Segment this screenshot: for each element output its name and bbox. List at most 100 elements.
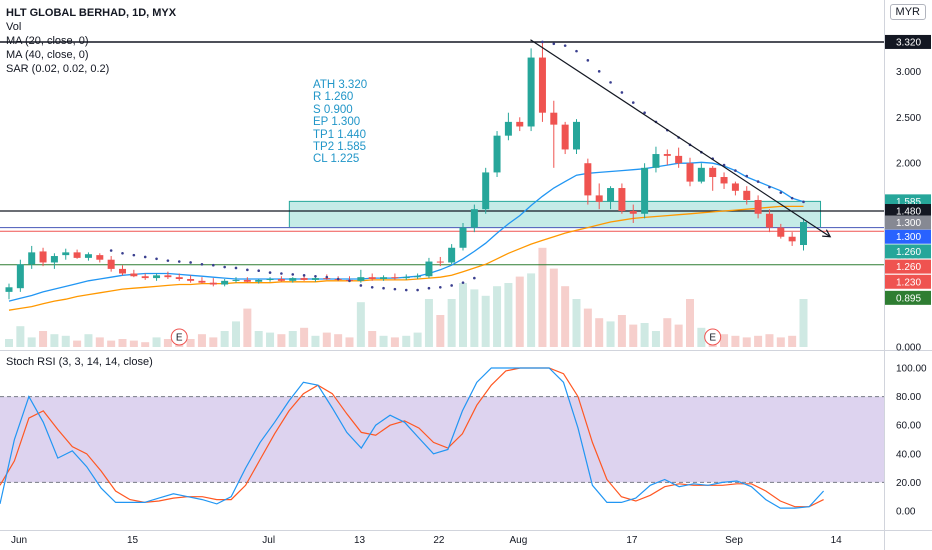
sar-dot [450,284,453,287]
candle-body [175,277,183,280]
ma40-indicator-label[interactable]: MA (40, close, 0) [6,49,89,61]
price-tag [885,215,931,230]
volume-bar [152,337,161,347]
downtrend-line [530,39,831,238]
rsi-tick-label: 100.00 [896,364,927,375]
volume-bar [277,334,286,347]
volume-bar [595,318,604,347]
sar-dot [756,180,760,183]
stoch-rsi-title[interactable]: Stoch RSI (3, 3, 14, 14, close) [6,356,153,368]
volume-bar [129,340,138,347]
sar-dot [609,81,612,84]
volume-bar [436,315,445,347]
volume-bar [61,335,70,347]
candle-body [777,227,785,237]
price-tick-label: 2.500 [896,113,921,124]
candle-body [266,279,274,281]
volume-bar [447,299,456,347]
volume-bar [390,337,399,347]
ma20-indicator-label[interactable]: MA (20, close, 0) [6,35,89,47]
rsi-tick-label: 20.00 [896,478,921,489]
currency-badge[interactable]: MYR [889,4,926,20]
sar-dot [597,70,601,73]
sar-dot [132,253,136,257]
candle-body [641,167,649,214]
volume-bar [788,335,797,347]
volume-bar [209,337,218,347]
sar-dot [427,286,431,290]
price-tag [885,34,931,49]
sar-dot [393,287,397,291]
sar-dot [212,263,215,267]
sar-dot [223,265,226,269]
vol-indicator-label[interactable]: Vol [6,21,22,33]
sar-dot [109,249,113,252]
candle-body [516,121,524,127]
candle-body [141,276,149,279]
candle-body [414,276,422,278]
sar-dot [779,191,783,194]
chart-legend: HLT GLOBAL BERHAD, 1D, MYX Vol MA (20, c… [6,6,176,76]
sar-dot [790,196,794,200]
volume-bar [197,334,206,347]
candle-body [595,195,603,202]
volume-bar [606,321,615,347]
volume-bar [697,327,706,347]
volume-bar [617,315,626,347]
candle-body [788,236,796,242]
candle-body [538,57,546,113]
sar-dot [643,111,646,114]
volume-bar [27,337,36,347]
annotation-line: EP 1.300 [313,116,361,129]
volume-bar [118,339,127,347]
candle-body [277,279,285,281]
sar-dot [768,185,771,189]
earnings-marker [170,328,188,346]
candle-body [527,57,535,127]
stoch-d-line [0,367,824,508]
volume-bar [799,299,808,347]
volume-bar [84,334,93,347]
time-tick-label: 13 [354,535,366,546]
sar-dot [291,273,295,276]
price-tag [885,259,931,274]
volume-bar [243,308,252,347]
time-tick-label: Aug [510,535,528,546]
volume-bar [629,324,638,347]
annotation-line: R 1.260 [313,91,354,104]
candle-body [5,287,13,292]
time-tick-label: 15 [127,535,139,546]
volume-bar [459,283,467,347]
sar-dot [575,49,578,53]
sar-indicator-label[interactable]: SAR (0.02, 0.02, 0.2) [6,63,110,75]
sar-dot [314,274,317,278]
earnings-marker-label: E [709,333,716,344]
candle-body [107,259,115,269]
annotation-line: TP1 1.440 [313,128,367,141]
volume-bar [651,331,660,347]
sar-dot [734,169,737,172]
sar-dot [280,272,283,275]
candle-body [380,277,388,280]
candle-body [436,261,444,263]
trade-annotation: ATH 3.320 R 1.260 S 0.900 EP 1.300 TP1 1… [313,79,367,166]
sar-dot [246,268,249,272]
volume-bar [95,337,104,347]
sar-dot [473,276,476,280]
volume-bar [186,339,195,347]
candle-body [618,188,626,212]
volume-bar [266,332,275,347]
symbol-title[interactable]: HLT GLOBAL BERHAD, 1D, MYX [6,7,177,19]
stoch-band [0,396,884,483]
candle-body [470,209,478,228]
candle-body [198,280,206,283]
candle-body [96,255,104,260]
candle-body [50,256,58,263]
sar-dot [439,285,442,289]
volume-bar [776,337,785,347]
candle-body [209,282,217,285]
sar-dot [359,284,363,287]
stoch-k-line [0,367,825,509]
sar-dot [234,266,238,270]
